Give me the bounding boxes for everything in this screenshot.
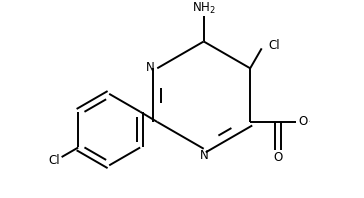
Text: Cl: Cl xyxy=(48,154,60,167)
Text: O: O xyxy=(274,150,283,164)
Text: N: N xyxy=(146,61,155,74)
Text: N: N xyxy=(199,149,208,162)
Text: Cl: Cl xyxy=(269,39,280,52)
Text: NH$_2$: NH$_2$ xyxy=(192,1,215,16)
Text: O: O xyxy=(298,115,308,129)
